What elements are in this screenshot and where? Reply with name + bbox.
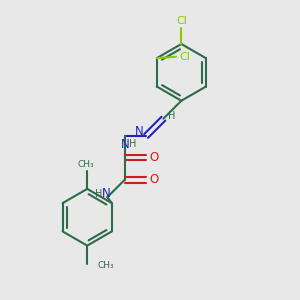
Text: CH₃: CH₃ (77, 160, 94, 169)
Text: Cl: Cl (176, 16, 187, 26)
Text: O: O (149, 151, 158, 164)
Text: N: N (121, 138, 130, 151)
Text: H: H (168, 111, 176, 121)
Text: O: O (149, 173, 158, 186)
Text: Cl: Cl (179, 52, 190, 62)
Text: H: H (94, 189, 102, 199)
Text: H: H (129, 140, 137, 149)
Text: N: N (101, 187, 110, 200)
Text: N: N (135, 125, 144, 138)
Text: CH₃: CH₃ (98, 260, 114, 269)
